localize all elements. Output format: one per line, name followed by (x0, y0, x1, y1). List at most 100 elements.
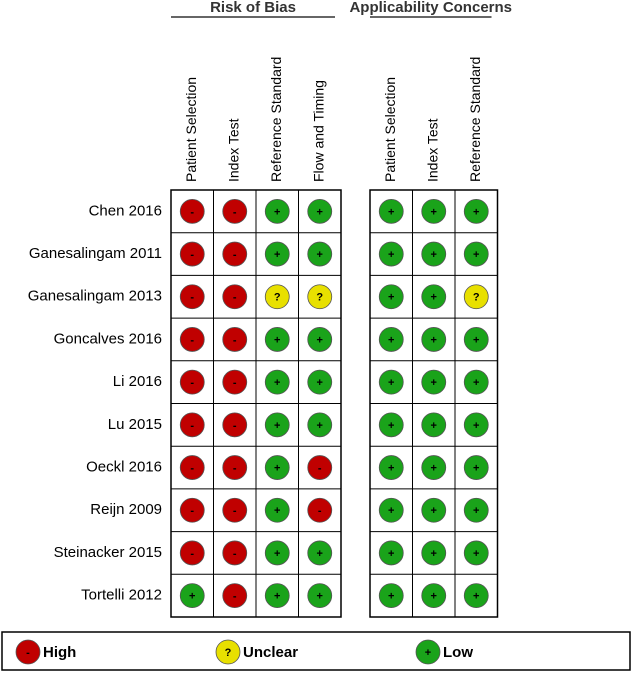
rating-symbol: + (431, 548, 437, 560)
rating-dot (378, 198, 404, 224)
rating-symbol: - (233, 420, 237, 432)
rating-dot (222, 497, 248, 523)
rating-dot (307, 583, 333, 609)
rating-symbol: + (274, 249, 280, 261)
rating-symbol: - (233, 249, 237, 261)
rating-dot (264, 455, 290, 480)
rating-dot (222, 369, 248, 395)
rating-symbol: + (431, 206, 437, 218)
rating-symbol: + (274, 206, 280, 218)
rating-dot (307, 327, 333, 352)
legend-symbol: ? (225, 647, 232, 659)
rating-symbol: + (274, 505, 280, 517)
rating-symbol: + (431, 462, 437, 474)
column-label: Patient Selection (382, 77, 398, 182)
column-label: Reference Standard (467, 57, 483, 182)
rating-symbol: + (274, 377, 280, 389)
legend-symbol: - (26, 647, 30, 659)
rating-symbol: + (274, 462, 280, 474)
rating-dot (378, 455, 404, 480)
rating-dot (264, 284, 290, 310)
rating-symbol: + (431, 420, 437, 432)
rating-symbol: + (431, 377, 437, 389)
rating-dot (264, 241, 290, 267)
rating-symbol: + (388, 249, 394, 261)
rating-symbol: + (274, 548, 280, 560)
rating-dot (179, 284, 205, 310)
rating-dot (421, 455, 447, 480)
rating-symbol: + (431, 505, 437, 517)
rating-symbol: - (190, 334, 194, 346)
rating-dot (264, 198, 290, 224)
rating-symbol: + (388, 206, 394, 218)
rating-dot (264, 540, 290, 566)
legend-dot (415, 639, 441, 665)
rating-dot (179, 198, 205, 224)
rating-symbol: + (473, 462, 479, 474)
rating-symbol: + (431, 249, 437, 261)
rating-symbol: + (317, 334, 323, 346)
rating-dot (378, 583, 404, 609)
rating-dot (463, 241, 489, 267)
rating-symbol: + (317, 548, 323, 560)
rating-symbol: - (190, 420, 194, 432)
rating-dot (179, 327, 205, 352)
rating-dot (421, 583, 447, 609)
rating-dot (264, 497, 290, 523)
rating-symbol: + (473, 206, 479, 218)
rating-symbol: - (233, 292, 237, 304)
rating-dot (378, 497, 404, 523)
rating-symbol: - (190, 292, 194, 304)
rating-dot (179, 369, 205, 395)
rating-symbol: + (317, 377, 323, 389)
rating-dot (463, 198, 489, 224)
rating-symbol: + (473, 334, 479, 346)
rating-symbol: - (190, 206, 194, 218)
rating-symbol: + (388, 548, 394, 560)
rating-symbol: - (190, 505, 194, 517)
rating-symbol: ? (473, 292, 480, 304)
rating-dot (421, 412, 447, 438)
study-name: Ganesalingam 2013 (28, 288, 162, 305)
column-label: Patient Selection (183, 77, 199, 182)
study-name: Li 2016 (113, 373, 162, 390)
rating-dot (307, 284, 333, 310)
rating-dot (222, 198, 248, 224)
rating-symbol: - (318, 505, 322, 517)
rating-symbol: + (473, 591, 479, 603)
rating-dot (463, 583, 489, 609)
study-name: Oeckl 2016 (86, 459, 162, 476)
rating-dot (222, 540, 248, 566)
legend-dot (15, 639, 41, 665)
rating-symbol: + (317, 420, 323, 432)
rating-dot (421, 198, 447, 224)
rating-dot (222, 284, 248, 310)
rating-dot (463, 540, 489, 566)
rating-dot (222, 241, 248, 267)
rating-dot (307, 241, 333, 267)
rating-symbol: - (190, 462, 194, 474)
rating-dot (264, 369, 290, 395)
rating-dot (421, 327, 447, 352)
rating-dot (264, 583, 290, 609)
rating-symbol: + (388, 334, 394, 346)
rating-dot (264, 327, 290, 352)
rating-symbol: + (473, 548, 479, 560)
rating-symbol: - (233, 505, 237, 517)
rating-symbol: - (233, 591, 237, 603)
rating-symbol: + (388, 292, 394, 304)
rating-dot (179, 241, 205, 267)
rating-symbol: + (388, 420, 394, 432)
rating-dot (307, 369, 333, 395)
rating-dot (179, 412, 205, 438)
rating-dot (264, 412, 290, 438)
study-name: Reijn 2009 (90, 501, 162, 518)
rating-symbol: + (431, 292, 437, 304)
rating-symbol: - (190, 377, 194, 389)
rating-symbol: + (388, 591, 394, 603)
study-name: Lu 2015 (108, 416, 162, 433)
rating-dot (463, 412, 489, 438)
rating-symbol: - (233, 377, 237, 389)
rating-dot (179, 455, 205, 480)
